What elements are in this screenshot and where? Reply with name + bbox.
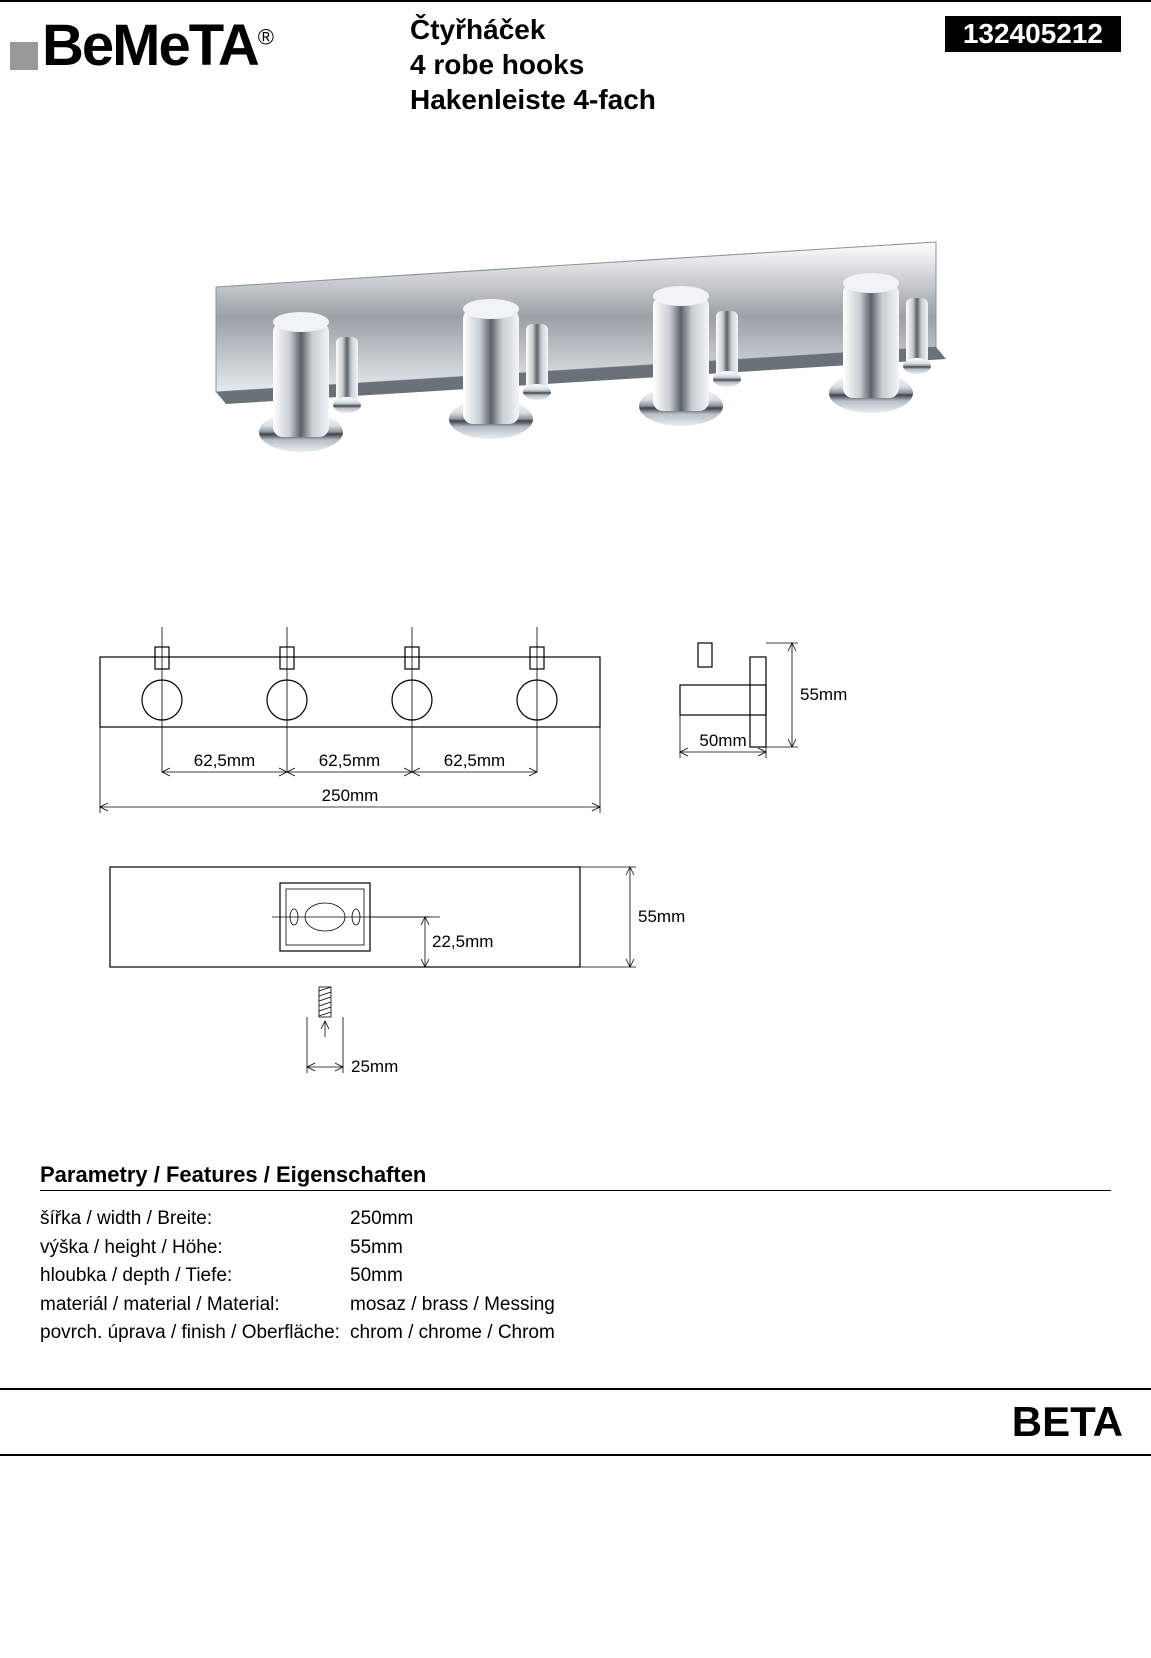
feature-label: šířka / width / Breite: bbox=[40, 1205, 350, 1234]
logo-square-icon bbox=[10, 42, 38, 70]
product-render-icon bbox=[126, 187, 1026, 547]
feature-row: povrch. úprava / finish / Oberfläche:chr… bbox=[40, 1319, 1111, 1348]
header: BeMeTA® Čtyřháček 4 robe hooks Hakenleis… bbox=[0, 2, 1151, 117]
feature-value: mosaz / brass / Messing bbox=[350, 1291, 1111, 1320]
title-de: Hakenleiste 4-fach bbox=[410, 82, 945, 117]
product-sheet: BeMeTA® Čtyřháček 4 robe hooks Hakenleis… bbox=[0, 0, 1151, 1456]
svg-text:62,5mm: 62,5mm bbox=[194, 751, 255, 770]
features-section: Parametry / Features / Eigenschaften šíř… bbox=[0, 1142, 1151, 1358]
title-en: 4 robe hooks bbox=[410, 47, 945, 82]
product-photo bbox=[0, 117, 1151, 617]
product-code-badge: 132405212 bbox=[945, 16, 1121, 52]
feature-value: chrom / chrome / Chrom bbox=[350, 1319, 1111, 1348]
product-title: Čtyřháček 4 robe hooks Hakenleiste 4-fac… bbox=[400, 12, 945, 117]
feature-value: 50mm bbox=[350, 1262, 1111, 1291]
features-heading: Parametry / Features / Eigenschaften bbox=[40, 1162, 1111, 1191]
technical-diagrams: 62,5mm 62,5mm 62,5mm 250mm 50mm 55mm 22,5mm 55m… bbox=[0, 617, 1151, 1142]
svg-text:22,5mm: 22,5mm bbox=[432, 932, 493, 951]
feature-value: 250mm bbox=[350, 1205, 1111, 1234]
brand-logo: BeMeTA® bbox=[10, 12, 400, 79]
feature-value: 55mm bbox=[350, 1234, 1111, 1263]
feature-row: materiál / material / Material:mosaz / b… bbox=[40, 1291, 1111, 1320]
feature-label: materiál / material / Material: bbox=[40, 1291, 350, 1320]
dimension-drawings-icon: 62,5mm 62,5mm 62,5mm 250mm 50mm 55mm 22,5mm 55m… bbox=[40, 617, 1110, 1137]
feature-label: výška / height / Höhe: bbox=[40, 1234, 350, 1263]
svg-text:25mm: 25mm bbox=[351, 1057, 398, 1076]
svg-text:250mm: 250mm bbox=[322, 786, 379, 805]
svg-text:62,5mm: 62,5mm bbox=[444, 751, 505, 770]
svg-text:55mm: 55mm bbox=[800, 685, 847, 704]
feature-row: šířka / width / Breite:250mm bbox=[40, 1205, 1111, 1234]
series-footer: BETA bbox=[0, 1388, 1151, 1456]
feature-label: hloubka / depth / Tiefe: bbox=[40, 1262, 350, 1291]
feature-label: povrch. úprava / finish / Oberfläche: bbox=[40, 1319, 350, 1348]
title-cz: Čtyřháček bbox=[410, 12, 945, 47]
feature-row: hloubka / depth / Tiefe:50mm bbox=[40, 1262, 1111, 1291]
brand-name: BeMeTA® bbox=[42, 12, 272, 79]
feature-row: výška / height / Höhe:55mm bbox=[40, 1234, 1111, 1263]
svg-text:50mm: 50mm bbox=[699, 731, 746, 750]
svg-text:55mm: 55mm bbox=[638, 907, 685, 926]
features-list: šířka / width / Breite:250mmvýška / heig… bbox=[40, 1205, 1111, 1348]
svg-text:62,5mm: 62,5mm bbox=[319, 751, 380, 770]
